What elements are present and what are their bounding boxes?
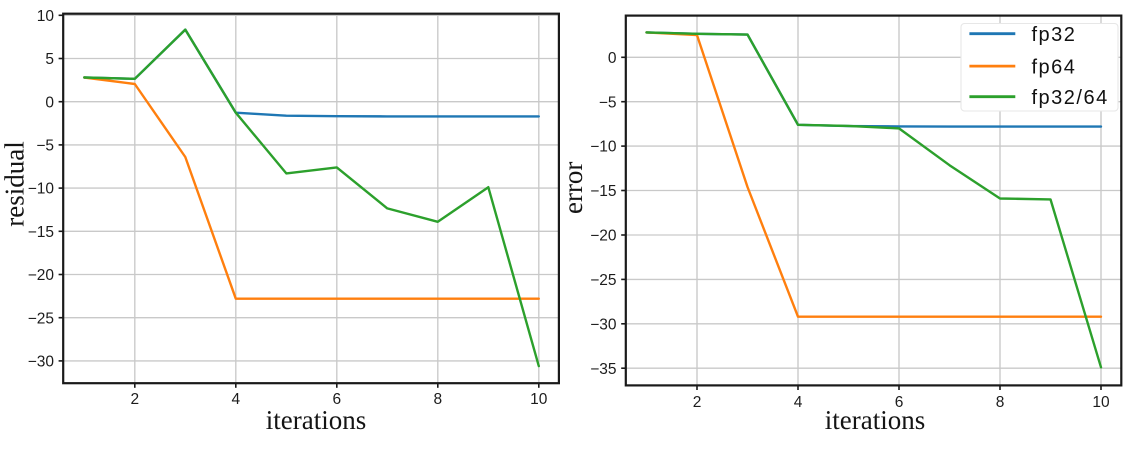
svg-text:−5: −5 <box>36 137 54 154</box>
svg-text:8: 8 <box>433 391 442 408</box>
svg-text:10: 10 <box>530 391 548 408</box>
svg-text:4: 4 <box>794 394 803 411</box>
svg-text:10: 10 <box>37 8 55 25</box>
svg-text:−20: −20 <box>28 267 55 284</box>
svg-text:2: 2 <box>693 394 702 411</box>
svg-text:−15: −15 <box>28 224 54 241</box>
svg-text:−30: −30 <box>28 353 55 370</box>
svg-text:4: 4 <box>231 391 240 408</box>
svg-text:6: 6 <box>332 391 341 408</box>
svg-text:fp32: fp32 <box>1032 24 1077 46</box>
svg-text:iterations: iterations <box>825 405 925 435</box>
svg-text:−5: −5 <box>599 94 617 111</box>
svg-text:−15: −15 <box>590 183 616 200</box>
svg-text:0: 0 <box>608 50 617 67</box>
svg-text:−25: −25 <box>590 272 616 289</box>
svg-text:residual: residual <box>0 141 30 226</box>
svg-text:−35: −35 <box>590 361 616 378</box>
svg-text:10: 10 <box>1092 394 1110 411</box>
svg-text:−30: −30 <box>590 316 617 333</box>
svg-text:8: 8 <box>996 394 1005 411</box>
svg-text:−10: −10 <box>28 181 55 198</box>
svg-text:−20: −20 <box>590 228 617 245</box>
svg-text:iterations: iterations <box>266 405 366 435</box>
svg-text:fp64: fp64 <box>1032 56 1077 78</box>
svg-text:error: error <box>558 162 588 214</box>
svg-text:6: 6 <box>895 394 904 411</box>
svg-text:−25: −25 <box>28 310 54 327</box>
svg-text:5: 5 <box>45 51 54 68</box>
svg-text:0: 0 <box>45 94 54 111</box>
svg-text:fp32/64: fp32/64 <box>1032 87 1109 109</box>
svg-text:2: 2 <box>130 391 139 408</box>
svg-text:−10: −10 <box>590 139 617 156</box>
